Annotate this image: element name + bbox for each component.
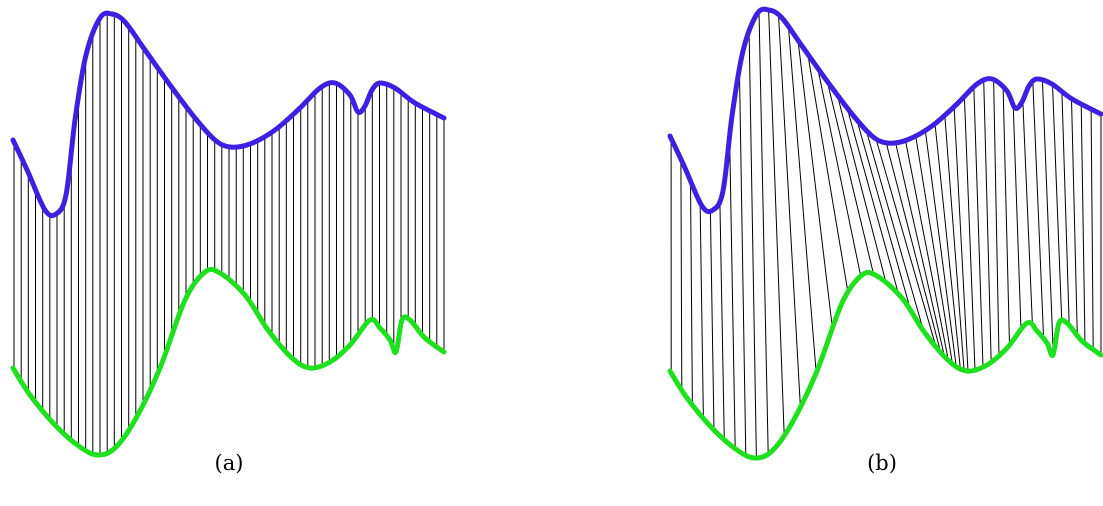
lower-signal-curve-a: [10, 266, 447, 458]
correspondence-line: [973, 86, 984, 368]
correspondence-line: [797, 40, 833, 328]
correspondence-line: [924, 130, 957, 367]
correspondence-line: [807, 54, 849, 292]
correspondence-line: [1041, 79, 1054, 355]
correspondence-line: [856, 119, 912, 311]
correspondence-line: [787, 26, 817, 374]
correspondence-line: [699, 202, 704, 419]
correspondence-line: [1071, 98, 1078, 336]
correspondence-line: [1012, 105, 1022, 330]
upper-signal-curve-a: [10, 10, 447, 219]
correspondence-line: [1090, 109, 1094, 350]
correspondence-line: [709, 211, 715, 431]
correspondence-line: [817, 67, 862, 277]
correspondence-line: [895, 142, 945, 357]
correspondence-line: [680, 159, 683, 391]
upper-signal-curve-b: [667, 6, 1103, 215]
correspondence-line: [826, 81, 874, 275]
correspondence-line: [905, 140, 949, 361]
correspondence-line: [836, 94, 887, 283]
correspondence-line: [1061, 91, 1070, 326]
correspondence-line: [865, 130, 925, 332]
correspondence-line: [1080, 104, 1086, 344]
correspondence-lines-b: [670, 9, 1102, 459]
correspondence-line: [963, 96, 976, 371]
correspondence-line: [983, 79, 992, 363]
correspondence-line: [748, 30, 757, 459]
correspondence-line: [1032, 80, 1045, 339]
panel-b: (b): [667, 6, 1103, 475]
panel-a: (a): [10, 10, 447, 475]
correspondence-line: [719, 202, 725, 440]
correspondence-line: [953, 106, 969, 372]
correspondence-line: [1002, 86, 1010, 346]
correspondence-line: [885, 142, 942, 353]
correspondence-line: [778, 14, 801, 408]
correspondence-line: [934, 123, 961, 370]
correspondence-line: [915, 136, 953, 365]
correspondence-line: [768, 9, 785, 436]
correspondence-line: [1052, 84, 1063, 320]
correspondence-line: [944, 115, 965, 371]
correspondence-line: [738, 68, 747, 456]
correspondence-line: [846, 107, 899, 295]
correspondence-line: [1022, 100, 1033, 325]
lower-signal-curve-b: [667, 269, 1103, 461]
correspondence-lines-a: [13, 13, 445, 455]
correspondence-line: [875, 138, 937, 348]
correspondence-line: [729, 135, 736, 449]
panel-a-caption: (a): [215, 451, 244, 475]
correspondence-line: [758, 11, 769, 455]
correspondence-line: [993, 79, 1000, 356]
panel-b-caption: (b): [867, 451, 897, 475]
correspondence-line: [690, 180, 693, 406]
